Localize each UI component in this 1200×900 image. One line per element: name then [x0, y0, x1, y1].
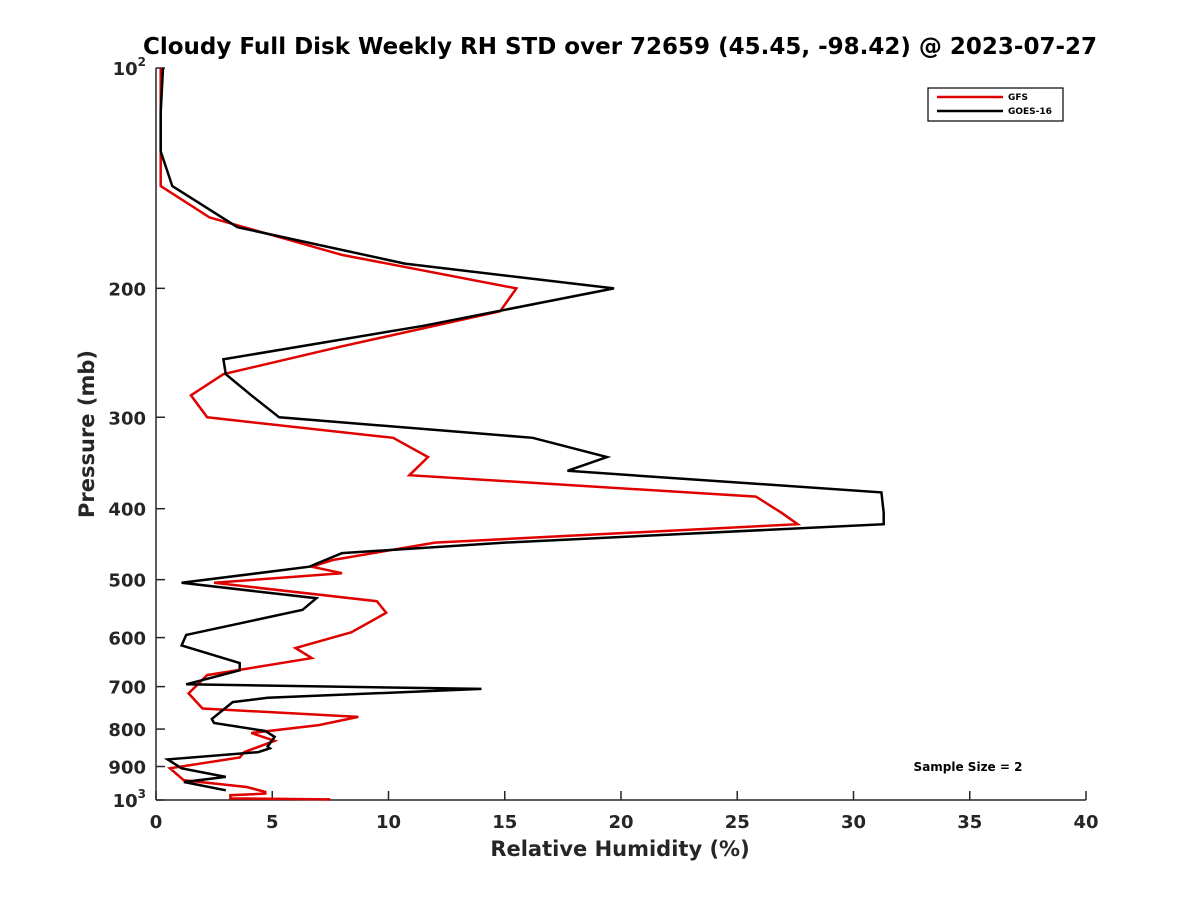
y-tick-exponent: 2	[138, 55, 146, 69]
y-tick-base: 300	[108, 408, 146, 429]
x-ticks: 0 5 10 15 20 25 30 35 40	[150, 791, 1099, 833]
y-tick-label: 102	[113, 55, 146, 80]
y-tick-base: 500	[108, 571, 146, 592]
x-axis-label: Relative Humidity (%)	[490, 837, 749, 861]
sample-size-annotation: Sample Size = 2	[914, 760, 1023, 774]
x-tick-label: 15	[492, 812, 517, 833]
x-tick-label: 10	[376, 812, 401, 833]
x-tick-label: 5	[266, 812, 279, 833]
y-tick-base: 10	[113, 59, 138, 80]
y-tick-base: 600	[108, 629, 146, 650]
y-tick-label: 900	[108, 758, 146, 779]
series-layer	[159, 67, 885, 801]
legend: GFS GOES-16	[927, 87, 1064, 122]
x-tick-label: 35	[957, 812, 982, 833]
y-tick-base: 700	[108, 678, 146, 699]
y-tick-label: 200	[108, 279, 146, 300]
y-tick-base: 400	[108, 500, 146, 521]
y-tick-base: 900	[108, 758, 146, 779]
y-tick-label: 500	[108, 571, 146, 592]
y-tick-label: 400	[108, 500, 146, 521]
x-tick-label: 30	[841, 812, 866, 833]
x-tick-label: 0	[150, 812, 163, 833]
legend-label-goes: GOES-16	[1008, 107, 1052, 117]
y-tick-label: 700	[108, 678, 146, 699]
y-tick-label: 103	[113, 787, 146, 812]
y-tick-label: 800	[108, 720, 146, 741]
y-tick-label: 300	[108, 408, 146, 429]
legend-label-gfs: GFS	[1008, 93, 1028, 103]
series-line-gfs	[159, 68, 802, 801]
legend-box	[927, 87, 1064, 122]
x-tick-label: 25	[725, 812, 750, 833]
x-tick-label: 20	[608, 812, 633, 833]
series-line-goes-16	[159, 67, 885, 792]
plot-area	[155, 68, 1086, 801]
y-tick-label: 600	[108, 629, 146, 650]
y-axis-label: Pressure (mb)	[75, 350, 99, 518]
y-tick-exponent: 3	[138, 787, 146, 801]
y-tick-base: 800	[108, 720, 146, 741]
x-tick-label: 40	[1073, 812, 1098, 833]
y-tick-base: 10	[113, 791, 138, 812]
y-tick-base: 200	[108, 279, 146, 300]
chart-title: Cloudy Full Disk Weekly RH STD over 7265…	[143, 34, 1097, 60]
